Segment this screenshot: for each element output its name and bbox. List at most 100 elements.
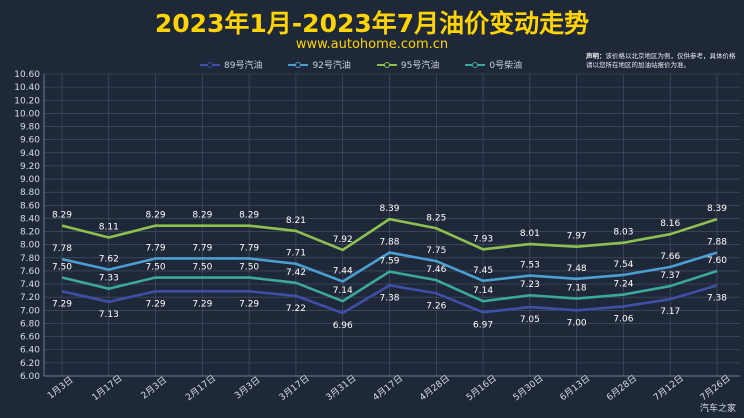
x-tick-label: 5月30日 [511,373,546,403]
legend-item-95[interactable]: 95号汽油 [376,58,440,71]
data-label: 7.29 [192,299,212,309]
x-tick-label: 7月26日 [698,373,733,403]
y-tick-label: 6.80 [20,319,40,329]
data-label: 7.44 [333,266,353,276]
y-tick-label: 10.20 [14,96,40,106]
data-label: 7.59 [379,257,399,267]
legend-label-89: 89号汽油 [224,61,263,71]
data-label: 8.29 [239,211,259,221]
data-label: 7.53 [520,261,540,271]
data-label: 7.88 [707,238,727,248]
data-label: 7.29 [52,299,72,309]
x-tick-label: 5月16日 [464,373,499,403]
y-tick-label: 8.40 [20,214,40,224]
legend-label-95: 95号汽油 [400,61,440,71]
y-tick-label: 8.00 [20,241,40,251]
y-tick-label: 9.60 [20,136,40,146]
y-tick-label: 6.00 [20,372,40,382]
data-label: 7.18 [567,284,587,294]
data-label: 7.26 [426,301,446,311]
data-label: 7.29 [239,299,259,309]
data-label: 7.06 [613,314,633,324]
y-tick-label: 10.00 [14,109,40,119]
data-label: 7.00 [567,318,587,328]
legend-label-0: 0号柴油 [489,61,523,71]
legend-item-92[interactable]: 92号汽油 [288,58,351,71]
watermark: 汽车之家 [699,404,736,414]
data-label: 7.71 [286,249,306,259]
data-label: 8.25 [426,213,446,223]
data-label: 7.62 [99,255,119,265]
data-label: 7.17 [660,307,680,317]
data-label: 7.23 [520,280,540,290]
data-label: 8.39 [707,204,727,214]
series-line-0 [61,284,718,315]
data-label: 7.29 [146,299,166,309]
y-tick-label: 7.80 [20,254,40,264]
legend-swatch-89 [200,61,220,68]
data-label: 6.96 [333,321,353,331]
data-label: 8.21 [286,216,306,226]
legend-item-0[interactable]: 0号柴油 [465,58,522,71]
y-tick-label: 7.40 [20,280,40,290]
x-tick-label: 3月3日 [233,375,263,402]
x-tick-label: 3月17日 [277,373,312,403]
data-label: 7.14 [473,286,493,296]
y-tick-label: 9.80 [20,123,40,133]
data-label: 8.03 [613,228,633,238]
legend-label-92: 92号汽油 [312,61,351,71]
data-label: 7.45 [473,266,493,276]
data-label: 7.79 [239,243,259,253]
y-tick-label: 6.40 [20,346,40,356]
y-tick-label: 8.80 [20,188,40,198]
data-label: 7.60 [707,256,727,266]
y-tick-label: 7.00 [20,306,40,316]
data-label: 7.24 [613,280,633,290]
data-label: 7.50 [52,263,72,273]
data-label: 6.97 [473,320,493,330]
data-label: 8.29 [192,211,212,221]
chart-subtitle: www.autohome.com.cn [295,37,449,52]
data-label: 7.79 [146,243,166,253]
data-label: 7.48 [567,264,587,274]
legend-swatch-95 [376,61,397,68]
data-label: 7.33 [99,274,119,284]
y-tick-label: 10.40 [14,83,40,93]
series-line-1 [61,251,718,283]
x-tick-label: 4月17日 [371,373,406,403]
data-label: 7.97 [567,232,587,242]
data-label: 8.29 [146,211,166,221]
data-label: 7.88 [379,238,399,248]
x-tick-label: 6月13日 [558,373,593,403]
x-tick-label: 6月28日 [605,373,640,403]
x-tick-label: 4月28日 [417,373,452,403]
data-label: 7.92 [333,235,353,245]
y-tick-label: 9.00 [20,175,40,185]
y-tick-label: 8.20 [20,228,40,238]
data-label: 7.54 [613,260,633,270]
x-tick-label: 7月12日 [651,373,686,403]
data-label: 7.50 [239,263,259,273]
data-label: 8.39 [379,204,399,214]
data-label: 7.66 [660,252,680,262]
data-label: 7.93 [473,234,493,244]
legend-swatch-92 [288,61,309,68]
x-tick-label: 3月31日 [324,373,359,403]
data-label: 8.16 [660,219,680,229]
data-label: 7.37 [660,271,680,281]
x-tick-label: 2月3日 [139,375,169,402]
disclaimer-notice: 声明：该价格以北京地区为例，仅供参考，具体价格请以您所在地区的加油站报价为准。 [586,52,740,70]
data-label: 7.38 [379,293,399,303]
y-tick-label: 10.60 [14,70,40,80]
y-tick-label: 6.20 [20,359,40,369]
data-label: 7.50 [192,263,212,273]
y-tick-label: 6.60 [20,333,40,343]
data-label: 7.38 [707,293,727,303]
data-label: 7.14 [333,286,353,296]
data-label: 7.22 [286,304,306,314]
disclaimer-label: 声明： [586,52,606,60]
legend-item-89[interactable]: 89号汽油 [200,58,262,71]
series-line-3 [61,269,718,303]
y-tick-label: 7.20 [20,293,40,303]
y-tick-label: 8.60 [20,201,40,211]
